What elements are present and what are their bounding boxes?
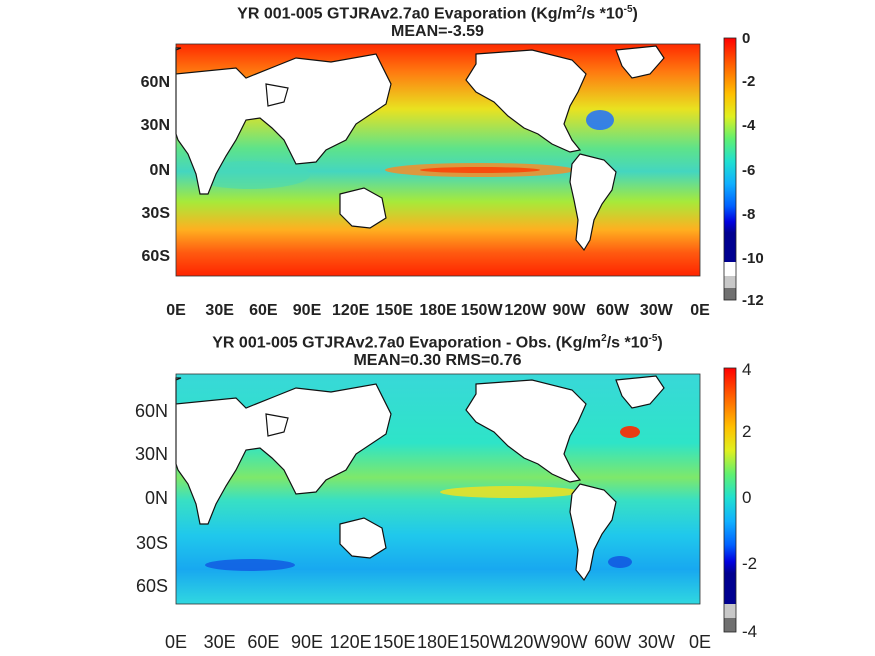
- bottom-ylabel-60s: 60S: [135, 576, 168, 596]
- xlabel-10: 60W: [594, 632, 632, 652]
- top-cb-m8: -8: [742, 206, 756, 223]
- bottom-ylabel-60n: 60N: [134, 401, 168, 421]
- xlabel-1: 30E: [205, 302, 234, 319]
- xlabel-4: 120E: [331, 302, 370, 319]
- xlabel-6: 180E: [419, 302, 457, 319]
- xlabel-12: 0E: [688, 632, 712, 652]
- bottom-hotspot: [620, 426, 640, 438]
- bottom-chart-title: YR 001-005 GTJRAv2.7a0 Evaporation - Obs…: [212, 333, 663, 352]
- xlabel-7: 150W: [459, 632, 507, 652]
- xlabel-2: 60E: [247, 632, 280, 652]
- bottom-cb-4: 4: [742, 360, 752, 379]
- top-chart-subtitle: MEAN=-3.59: [391, 23, 484, 40]
- xlabel-5: 150E: [373, 632, 416, 652]
- bottom-ylabel-0n: 0N: [144, 488, 168, 508]
- top-land: [175, 45, 665, 252]
- top-ylabel-30n: 30N: [140, 117, 170, 134]
- xlabel-11: 30W: [637, 632, 675, 652]
- top-map: [175, 43, 701, 277]
- xlabel-10: 60W: [596, 302, 630, 319]
- xlabel-6: 180E: [416, 632, 460, 652]
- xlabel-11: 30W: [639, 302, 673, 319]
- bottom-map: [175, 373, 701, 605]
- top-chart-title: YR 001-005 GTJRAv2.7a0 Evaporation (Kg/m…: [237, 4, 638, 23]
- bottom-cb-0: 0: [742, 488, 752, 507]
- top-cb-m6: -6: [742, 162, 756, 179]
- xlabel-9: 90W: [552, 302, 586, 319]
- bottom-cb-m4: -4: [742, 622, 758, 641]
- bottom-cb-2: 2: [742, 422, 752, 441]
- xlabel-9: 90W: [550, 632, 588, 652]
- xlabel-0: 0E: [166, 302, 186, 319]
- xlabel-4: 120E: [329, 632, 372, 652]
- bottom-ylabel-30s: 30S: [135, 533, 168, 553]
- bottom-ylabel-30n: 30N: [134, 444, 168, 464]
- xlabel-3: 90E: [292, 302, 322, 319]
- top-gulfstream-spot: [586, 110, 614, 130]
- xlabel-3: 90E: [290, 632, 324, 652]
- bottom-land: [175, 375, 665, 582]
- xlabel-8: 120W: [504, 302, 547, 319]
- xlabel-5: 150E: [375, 302, 414, 319]
- top-ylabel-30s: 30S: [141, 205, 170, 222]
- bottom-chart-subtitle: MEAN=0.30 RMS=0.76: [353, 352, 522, 369]
- xlabel-2: 60E: [249, 302, 278, 319]
- top-cb-m12: -12: [742, 292, 764, 309]
- top-colorbar: [723, 37, 737, 301]
- bottom-equatorial-band: [440, 486, 580, 498]
- top-ylabel-60n: 60N: [140, 74, 170, 91]
- xlabel-1: 30E: [203, 632, 236, 652]
- top-cb-0: 0: [742, 30, 751, 47]
- xlabel-8: 120W: [503, 632, 551, 652]
- bottom-cb-m2: -2: [742, 554, 758, 573]
- top-ylabel-60s: 60S: [141, 248, 170, 265]
- xlabel-12: 0E: [690, 302, 710, 319]
- top-cb-m10: -10: [742, 250, 764, 267]
- top-cb-m4: -4: [742, 117, 756, 134]
- xlabel-7: 150W: [460, 302, 503, 319]
- bottom-colorbar: [723, 367, 737, 633]
- top-ylabel-0n: 0N: [149, 162, 170, 179]
- top-cb-m2: -2: [742, 73, 756, 90]
- xlabel-0: 0E: [164, 632, 188, 652]
